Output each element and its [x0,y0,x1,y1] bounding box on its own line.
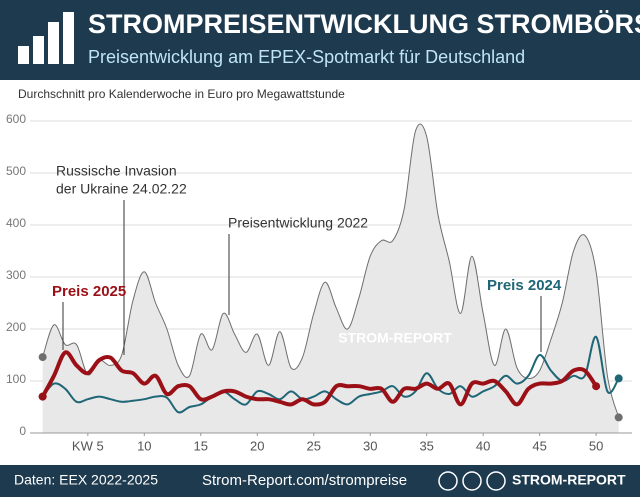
source: Daten: EEX 2022-2025 [14,472,158,488]
end-point [38,353,47,362]
license-icons [438,471,506,491]
end-point [38,392,47,401]
x-tick-label: 45 [532,438,546,453]
series-label: Preis 2024 [487,277,562,294]
end-point [592,382,601,391]
y-tick-label: 300 [6,268,26,282]
subtitle: Preisentwicklung am EPEX-Spotmarkt für D… [88,47,525,67]
x-tick-label: 15 [194,438,208,453]
logo [18,12,74,64]
title: STROMPREISENTWICKLUNG STROMBÖRSE [88,9,640,39]
brand: STROM-REPORT [512,472,626,488]
y-axis-label: Durchschnitt pro Kalenderwoche in Euro p… [18,87,345,101]
x-tick-label: 10 [137,438,151,453]
footer-band [0,465,640,497]
y-tick-label: 500 [6,164,26,178]
y-tick-label: 600 [6,112,26,126]
area [42,123,619,433]
end-point [614,374,623,383]
x-tick-label: 30 [363,438,377,453]
line [40,350,598,407]
x-tick-label: 50 [589,438,603,453]
y-tick-label: 0 [19,424,26,438]
url: Strom-Report.com/strompreise [202,472,407,489]
annotation: der Ukraine 24.02.22 [56,181,187,197]
y-tick-label: 100 [6,372,26,386]
annotation: Russische Invasion [56,163,177,179]
x-tick-label: 20 [250,438,264,453]
x-tick-label: 25 [306,438,320,453]
watermark: STROM-REPORT [338,330,452,346]
series-label: Preisentwicklung 2022 [228,215,368,231]
x-tick-label: 40 [476,438,490,453]
y-tick-label: 200 [6,320,26,334]
plot: 0 100 200 300 400 500 600 KW 5 10 15 20 25 30 35 40 45 5… [6,112,632,453]
header-band [0,0,640,80]
x-tick-label: 35 [419,438,433,453]
y-tick-label: 400 [6,216,26,230]
end-point [614,413,623,422]
x-tick-label: KW 5 [72,438,104,453]
series-label: Preis 2025 [52,283,126,300]
